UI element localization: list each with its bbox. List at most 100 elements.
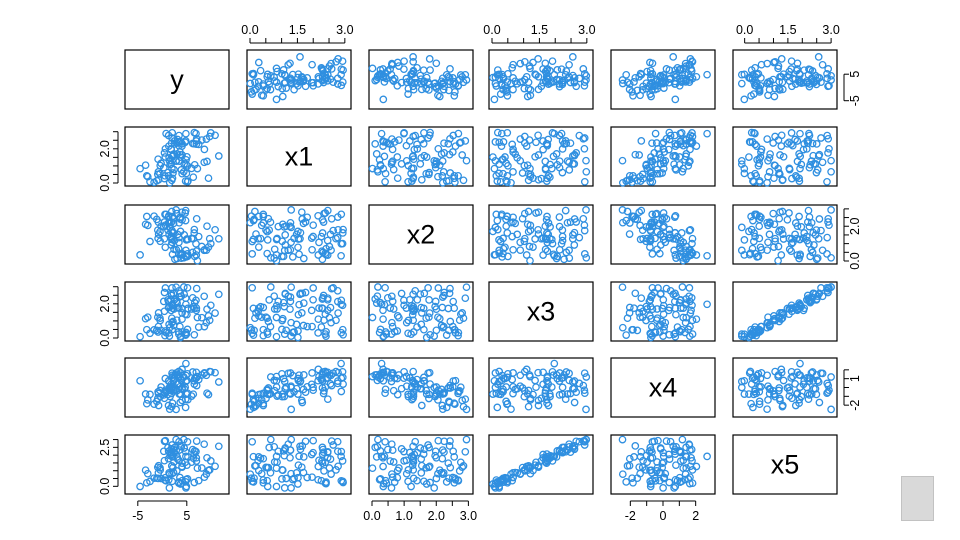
point [437, 468, 446, 477]
point [377, 452, 386, 461]
point [446, 134, 454, 143]
point [388, 318, 396, 327]
point [337, 476, 346, 485]
point [642, 316, 650, 325]
point [319, 291, 328, 300]
point [288, 253, 297, 261]
panel-x4-vs-y [124, 357, 230, 418]
point [451, 88, 459, 96]
point [442, 403, 451, 412]
point [817, 78, 825, 87]
point [161, 284, 170, 292]
point [543, 65, 552, 73]
point [181, 310, 190, 319]
point [796, 70, 804, 79]
point [655, 468, 664, 477]
point [141, 314, 150, 323]
point [437, 321, 446, 330]
point [547, 235, 556, 244]
point [263, 84, 272, 93]
point [509, 389, 517, 398]
point [775, 86, 784, 94]
point [446, 65, 454, 73]
point [278, 475, 286, 483]
point [580, 386, 589, 395]
point [792, 173, 801, 182]
point [775, 386, 783, 395]
point [178, 208, 186, 217]
point [648, 210, 657, 219]
point [642, 161, 650, 170]
point [200, 322, 209, 331]
point [785, 245, 794, 254]
point [662, 284, 671, 293]
point [570, 150, 579, 159]
point [263, 386, 272, 395]
panel-x4-vs-x5 [732, 357, 838, 418]
point [544, 135, 553, 144]
point [647, 333, 655, 342]
point [278, 466, 287, 474]
point [417, 75, 426, 84]
point [806, 298, 815, 307]
point [419, 66, 428, 75]
point [490, 251, 499, 259]
point [167, 139, 176, 148]
point [497, 211, 506, 220]
panel-x5-vs-x1 [246, 434, 352, 495]
point [395, 464, 403, 472]
point [182, 236, 191, 244]
point [203, 389, 211, 398]
point [561, 206, 570, 215]
point [631, 289, 640, 298]
point [555, 131, 564, 140]
point [671, 211, 680, 220]
point [558, 236, 567, 245]
point [451, 474, 459, 483]
point [622, 70, 631, 79]
point [251, 207, 259, 216]
point [618, 323, 627, 332]
point [387, 377, 396, 386]
point [333, 80, 342, 88]
point [317, 323, 326, 331]
point [461, 294, 470, 303]
point [763, 178, 771, 187]
point [200, 440, 209, 449]
point [763, 135, 772, 143]
point [555, 222, 564, 231]
point [274, 447, 283, 456]
point [182, 482, 191, 491]
point [495, 236, 503, 244]
point [749, 70, 757, 79]
point [653, 463, 662, 472]
point [263, 482, 272, 491]
point [309, 221, 318, 230]
point [787, 65, 796, 73]
tick-label: 0.0 [98, 174, 112, 191]
point [374, 283, 382, 291]
point [176, 398, 185, 407]
video-overlay-button[interactable] [901, 476, 934, 521]
point [778, 176, 787, 185]
tick-label: -2 [625, 509, 636, 523]
point [259, 478, 268, 487]
point [669, 442, 678, 451]
point [770, 92, 779, 101]
point [493, 66, 502, 74]
point [194, 476, 203, 485]
point [181, 403, 190, 412]
point [169, 150, 178, 158]
point [175, 437, 183, 446]
point [569, 231, 577, 239]
point [294, 227, 302, 236]
point [169, 169, 177, 177]
point [413, 375, 421, 384]
point [751, 169, 759, 178]
point [407, 482, 415, 491]
axis-x1-left: 0.0 2.0 [98, 131, 119, 192]
point [173, 455, 182, 463]
point [749, 331, 757, 339]
point [751, 129, 759, 138]
